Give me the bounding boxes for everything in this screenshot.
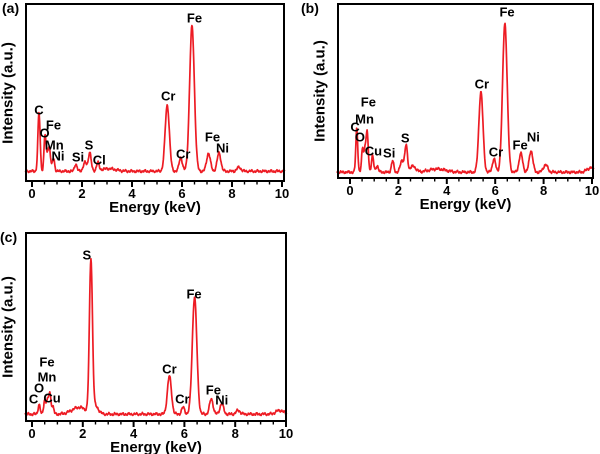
x-tick-label: 8 — [231, 426, 239, 441]
x-tick-label: 6 — [180, 426, 189, 441]
spectrum-svg-c — [24, 232, 288, 427]
x-axis-label-a: Energy (keV) — [109, 199, 201, 216]
x-tick-label: 6 — [178, 186, 186, 201]
y-axis-label-a: Intensity (a.u.) — [0, 41, 17, 144]
peak-label-Ni: Ni — [215, 392, 229, 408]
peak-label-Fe: Fe — [360, 94, 376, 110]
x-tick-label: 10 — [584, 183, 600, 198]
peak-label-Cr: Cr — [176, 146, 191, 162]
peak-label-Fe: Fe — [186, 10, 203, 26]
peak-label-Fe: Fe — [45, 117, 62, 133]
peak-label-C: C — [34, 102, 44, 118]
x-tick-label: 4 — [443, 183, 451, 198]
peak-label-Cr: Cr — [161, 88, 176, 104]
peak-label-C: C — [350, 119, 360, 135]
x-tick-label: 0 — [346, 183, 354, 198]
peak-label-O: O — [354, 129, 365, 145]
peak-label-O: O — [34, 380, 45, 396]
panel-letter-c: (c) — [0, 229, 18, 245]
x-tick-label: 6 — [491, 183, 499, 198]
peak-label-O: O — [39, 125, 50, 141]
plot-frame — [337, 3, 594, 179]
x-tick-label: 4 — [128, 186, 136, 201]
plot-area-a: 0 2 4 6 8 10 C Fe O Mn Ni Si S Cl Cr Cr Fe Fe Ni — [24, 3, 289, 201]
peak-label-Cu: Cu — [364, 143, 383, 159]
peak-label-C: C — [28, 391, 39, 407]
peak-label-S: S — [84, 137, 94, 153]
x-tick-label: 8 — [539, 183, 548, 198]
y-axis-label-c: Intensity (a.u.) — [0, 276, 17, 378]
spectrum-line — [24, 24, 286, 174]
spectrum-line — [336, 22, 595, 175]
x-tick-label: 2 — [78, 186, 86, 201]
peak-label-Cr: Cr — [474, 76, 490, 92]
peak-label-Fe: Fe — [499, 4, 515, 20]
panel-letter-a: (a) — [2, 0, 20, 16]
peak-label-Mn: Mn — [44, 137, 64, 153]
plot-frame — [25, 232, 287, 422]
peak-label-Cr: Cr — [488, 144, 504, 160]
spectrum-svg-a — [24, 3, 286, 187]
x-tick-label: 2 — [394, 183, 403, 198]
peak-label-Si: Si — [71, 149, 85, 165]
plot-frame — [25, 3, 285, 182]
peak-label-Fe: Fe — [186, 286, 202, 302]
peak-label-Cu: Cu — [43, 390, 61, 406]
peak-label-S: S — [400, 130, 410, 146]
peak-label-Fe: Fe — [204, 129, 221, 145]
plot-area-b: 0 2 4 6 8 10 C O Mn Fe Cu Si S Cr Cr Fe Fe Ni — [336, 3, 599, 198]
peak-label-Fe: Fe — [39, 354, 55, 370]
peak-label-Fe: Fe — [512, 137, 528, 153]
peak-label-S: S — [82, 247, 92, 263]
peak-label-Cr: Cr — [162, 361, 177, 377]
peak-label-Ni: Ni — [216, 140, 229, 156]
peak-label-Ni: Ni — [51, 148, 65, 164]
x-tick-label: 0 — [28, 426, 36, 441]
peak-label-Si: Si — [383, 145, 396, 161]
x-axis-label-b: Energy (keV) — [419, 196, 512, 213]
panel-letter-b: (b) — [301, 0, 319, 16]
peak-label-Cr: Cr — [175, 391, 190, 407]
x-tick-label: 4 — [129, 426, 138, 441]
x-tick-label: 8 — [228, 186, 236, 201]
plot-area-c: 0 2 4 6 8 10 C O Mn Fe Cu S Cr Cr Fe Fe Ni — [24, 232, 293, 441]
peak-label-Mn: Mn — [355, 111, 374, 127]
spectrum-svg-b — [336, 3, 595, 184]
peak-label-Cl: Cl — [92, 152, 106, 168]
x-tick-label: 0 — [28, 186, 36, 201]
x-tick-label: 10 — [274, 186, 290, 201]
x-tick-label: 10 — [278, 426, 294, 441]
peak-label-Mn: Mn — [37, 369, 57, 385]
x-tick-label: 2 — [79, 426, 87, 441]
peak-label-Fe: Fe — [205, 382, 221, 398]
y-axis-label-b: Intensity (a.u.) — [311, 40, 329, 142]
spectrum-line — [24, 257, 288, 417]
x-axis-label-c: Energy (keV) — [110, 439, 202, 454]
peak-label-Ni: Ni — [526, 129, 540, 145]
